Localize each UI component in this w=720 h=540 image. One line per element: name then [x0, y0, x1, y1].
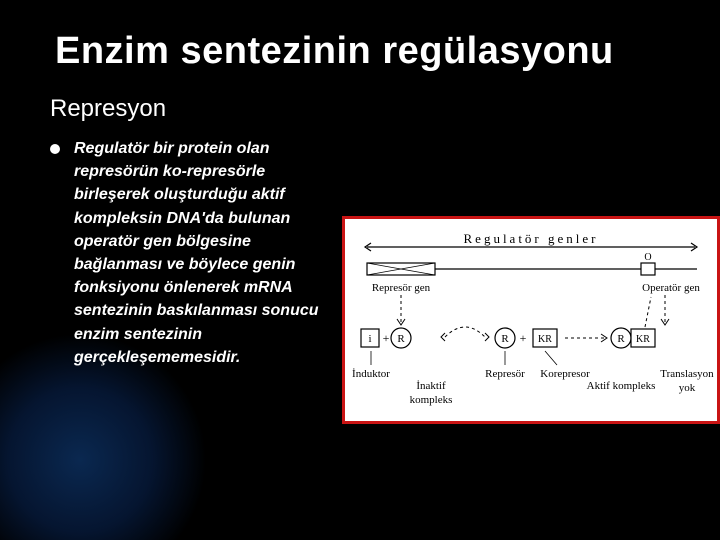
node-r2: R: [501, 333, 509, 345]
svg-text:+: +: [383, 331, 390, 345]
node-kr2: KR: [636, 334, 650, 345]
label-o: O: [644, 252, 651, 263]
label-inaktif-2: kompleks: [410, 394, 453, 406]
bullet-icon: [50, 144, 60, 154]
diagram-header: Regulatör genler: [464, 231, 599, 246]
label-aktif: Aktif kompleks: [587, 380, 656, 392]
svg-text:+: +: [520, 331, 527, 345]
node-i: i: [368, 333, 371, 345]
svg-text:Translasyon: Translasyon: [660, 368, 714, 380]
repression-diagram: Regulatör genler Represör gen O Operatör…: [345, 219, 717, 421]
node-kr: KR: [538, 334, 552, 345]
label-represor: Represör: [485, 368, 525, 380]
label-korepresor: Korepresor: [540, 368, 590, 380]
slide-title: Enzim sentezinin regülasyonu: [0, 0, 720, 73]
diagram-container: Regulatör genler Represör gen O Operatör…: [342, 216, 720, 424]
node-r3: R: [617, 333, 625, 345]
body-text: Regulatör bir protein olan represörün ko…: [74, 137, 334, 369]
label-operator-gen: Operatör gen: [642, 282, 700, 294]
node-r1: R: [397, 333, 405, 345]
label-inaktif-1: İnaktif: [416, 380, 446, 392]
svg-text:yok: yok: [679, 382, 696, 394]
label-represor-gen: Represör gen: [372, 282, 431, 294]
slide-subtitle: Represyon: [0, 73, 720, 123]
label-induktor: İnduktor: [352, 368, 390, 380]
